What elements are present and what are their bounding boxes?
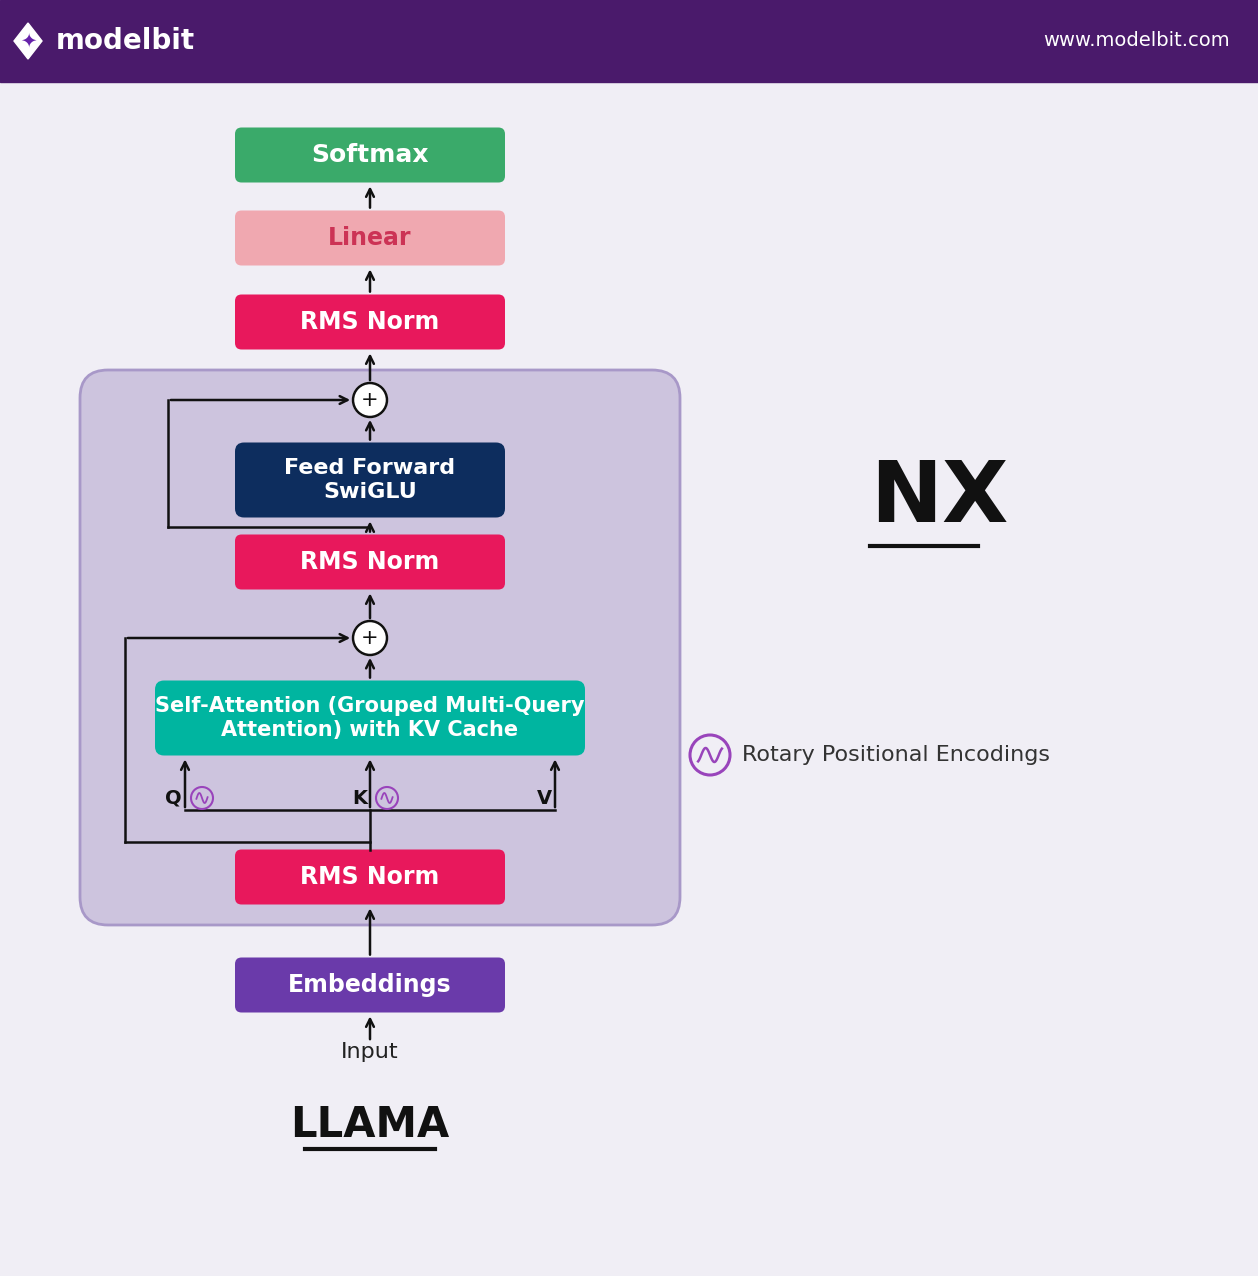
FancyBboxPatch shape <box>235 443 504 518</box>
Text: Rotary Positional Encodings: Rotary Positional Encodings <box>742 745 1050 766</box>
Text: RMS Norm: RMS Norm <box>301 310 439 334</box>
FancyBboxPatch shape <box>235 957 504 1012</box>
FancyBboxPatch shape <box>155 680 585 755</box>
Text: +: + <box>361 390 379 410</box>
FancyBboxPatch shape <box>235 535 504 590</box>
FancyBboxPatch shape <box>235 211 504 265</box>
Text: V: V <box>537 789 552 808</box>
Bar <box>0 0 1258 82</box>
Text: Softmax: Softmax <box>311 143 429 167</box>
Circle shape <box>353 621 387 655</box>
Text: modelbit: modelbit <box>57 27 195 55</box>
Text: Feed Forward
SwiGLU: Feed Forward SwiGLU <box>284 458 455 503</box>
Text: Embeddings: Embeddings <box>288 974 452 997</box>
Text: ✦: ✦ <box>20 32 36 51</box>
FancyBboxPatch shape <box>235 295 504 350</box>
Text: +: + <box>361 628 379 648</box>
Text: NX: NX <box>871 457 1009 540</box>
Text: Self-Attention (Grouped Multi-Query
Attention) with KV Cache: Self-Attention (Grouped Multi-Query Atte… <box>155 695 585 740</box>
Text: RMS Norm: RMS Norm <box>301 865 439 889</box>
Text: RMS Norm: RMS Norm <box>301 550 439 574</box>
Polygon shape <box>14 23 42 59</box>
Text: K: K <box>352 789 367 808</box>
Text: Linear: Linear <box>328 226 411 250</box>
Text: Input: Input <box>341 1042 399 1062</box>
Text: Q: Q <box>165 789 182 808</box>
FancyBboxPatch shape <box>81 370 681 925</box>
Text: LLAMA: LLAMA <box>291 1104 449 1146</box>
FancyBboxPatch shape <box>235 128 504 182</box>
FancyBboxPatch shape <box>235 850 504 905</box>
Circle shape <box>353 383 387 417</box>
Text: www.modelbit.com: www.modelbit.com <box>1043 32 1230 51</box>
